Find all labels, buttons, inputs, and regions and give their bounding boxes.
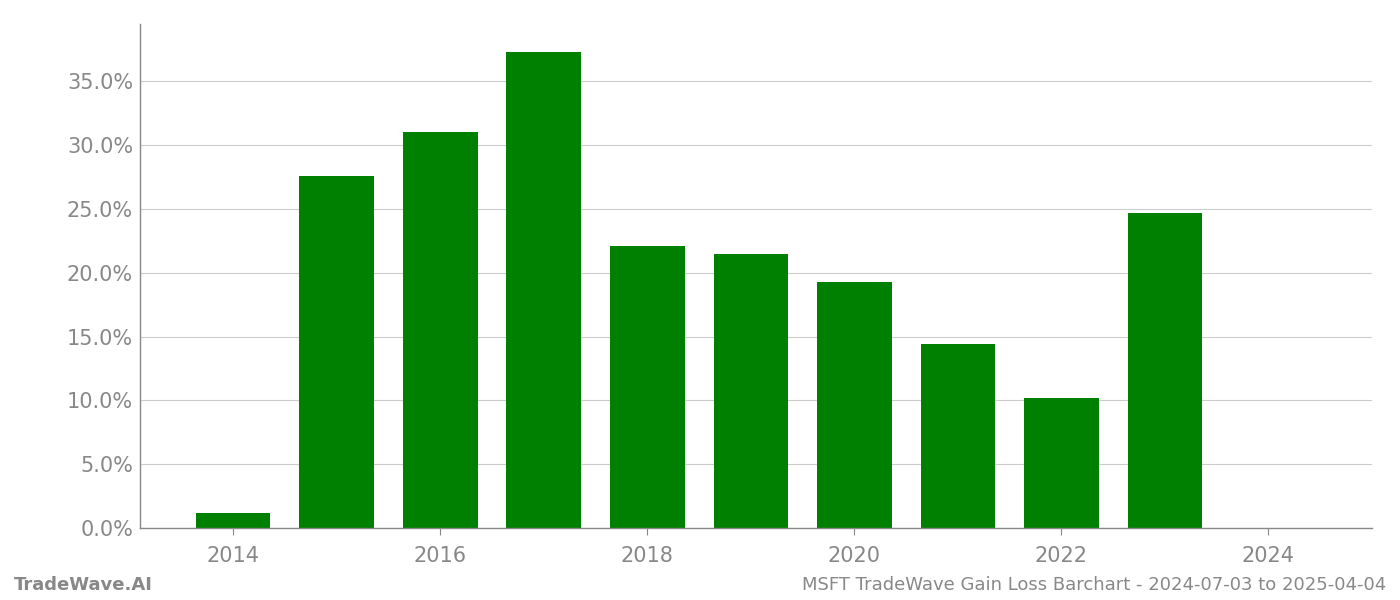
Bar: [507, 52, 581, 528]
Bar: [196, 512, 270, 528]
Text: TradeWave.AI: TradeWave.AI: [14, 576, 153, 594]
Bar: [818, 282, 892, 528]
Bar: [403, 133, 477, 528]
Bar: [1127, 213, 1203, 528]
Bar: [714, 254, 788, 528]
Bar: [300, 176, 374, 528]
Bar: [921, 344, 995, 528]
Bar: [1025, 398, 1099, 528]
Text: MSFT TradeWave Gain Loss Barchart - 2024-07-03 to 2025-04-04: MSFT TradeWave Gain Loss Barchart - 2024…: [802, 576, 1386, 594]
Bar: [610, 246, 685, 528]
